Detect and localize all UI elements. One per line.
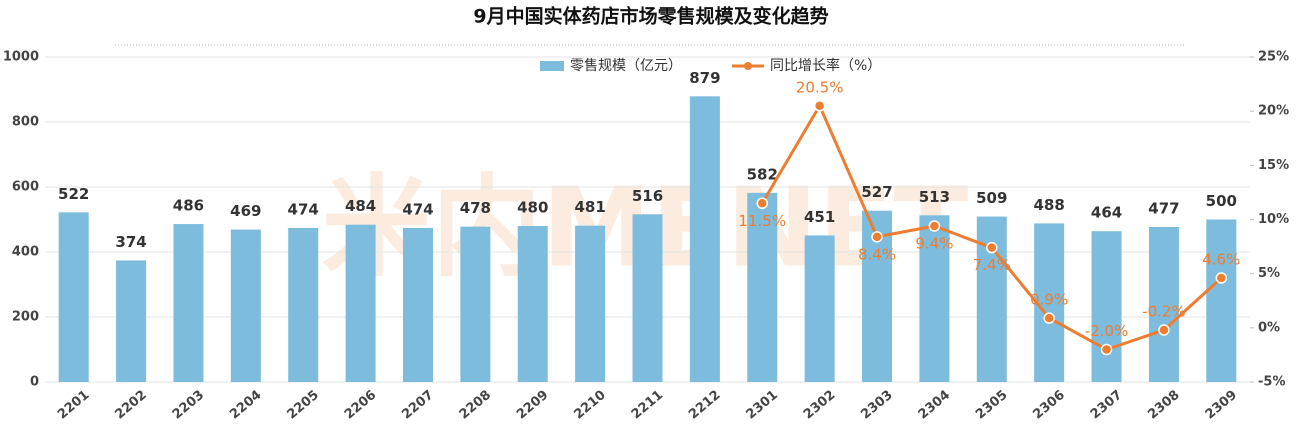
line-value-label: 9.4% (915, 235, 953, 253)
bar (1148, 226, 1179, 382)
bar (402, 227, 433, 382)
bar-value-label: 478 (460, 199, 491, 217)
y-tick-label: 0 (30, 375, 39, 390)
x-tick-label: 2201 (55, 388, 92, 423)
bar (976, 216, 1007, 382)
x-tick-label: 2303 (858, 388, 895, 423)
y2-tick-label: 5% (1258, 266, 1280, 281)
bar-value-label: 481 (574, 198, 605, 216)
x-tick-label: 2205 (285, 388, 322, 423)
bar (747, 192, 778, 382)
line-value-label: 20.5% (796, 78, 844, 96)
bar (1206, 219, 1237, 382)
line-point (986, 241, 998, 254)
x-tick-label: 2203 (170, 388, 207, 423)
bar (1091, 231, 1122, 382)
bar-value-label: 522 (58, 185, 89, 203)
x-tick-label: 2307 (1088, 388, 1125, 423)
bar-value-label: 451 (804, 208, 835, 226)
legend-label: 零售规模（亿元） (570, 58, 682, 74)
bar-value-label: 486 (173, 197, 204, 215)
bar-value-label: 513 (919, 188, 950, 206)
bar-value-label: 516 (632, 187, 663, 205)
bar (919, 215, 950, 382)
bar-value-label: 488 (1034, 196, 1065, 214)
y-tick-label: 1000 (3, 50, 39, 65)
line-value-label: 4.6% (1202, 251, 1240, 269)
bar (460, 226, 491, 382)
bar (116, 260, 147, 382)
legend-swatch-point (744, 62, 752, 70)
bar-value-label: 879 (689, 69, 720, 87)
x-tick-label: 2306 (1030, 388, 1067, 423)
bar-value-label: 527 (861, 183, 892, 201)
line-value-label: -0.2% (1142, 303, 1186, 321)
x-tick-label: 2202 (112, 388, 149, 423)
line-point (756, 197, 769, 209)
line-point (928, 220, 941, 232)
bar-value-label: 500 (1206, 192, 1237, 210)
x-tick-label: 2209 (514, 388, 551, 423)
y-tick-label: 400 (12, 245, 39, 260)
x-tick-label: 2210 (571, 388, 608, 423)
x-tick-label: 2207 (399, 388, 436, 423)
line-value-label: 7.4% (973, 256, 1011, 274)
line-point (1043, 312, 1055, 324)
x-tick-label: 2304 (916, 388, 953, 423)
y2-tick-label: 20% (1258, 104, 1289, 119)
y2-tick-label: -5% (1258, 375, 1285, 390)
bar-value-label: 509 (976, 189, 1007, 207)
x-tick-label: 2211 (629, 388, 666, 423)
bar-value-label: 480 (517, 199, 548, 217)
line-value-label: 11.5% (738, 212, 786, 230)
y-tick-label: 800 (12, 115, 39, 130)
bar (575, 225, 606, 382)
bar-value-label: 374 (115, 233, 146, 251)
bar (288, 227, 319, 382)
x-tick-label: 2301 (744, 388, 781, 423)
bar (58, 212, 89, 382)
x-tick-label: 2204 (227, 388, 264, 423)
bar (632, 214, 663, 382)
line-point (1100, 343, 1113, 356)
legend-swatch (540, 61, 564, 71)
bar (804, 235, 835, 382)
bar-value-label: 474 (402, 200, 433, 218)
y2-tick-label: 25% (1258, 50, 1289, 65)
bar-value-label: 464 (1091, 204, 1122, 222)
line-value-label: 0.9% (1030, 291, 1068, 309)
bar (173, 224, 204, 382)
line-point (1158, 324, 1170, 336)
x-tick-label: 2308 (1145, 388, 1182, 423)
bar (689, 96, 720, 382)
x-tick-label: 2302 (801, 388, 838, 423)
line-point (813, 100, 826, 112)
legend-label: 同比增长率（%） (770, 57, 881, 74)
y-tick-label: 200 (12, 310, 39, 325)
x-tick-label: 2206 (342, 388, 379, 423)
y2-tick-label: 10% (1258, 212, 1289, 227)
bar (230, 229, 261, 382)
bar (517, 226, 548, 382)
y2-tick-label: 0% (1258, 320, 1280, 335)
line-point (1215, 272, 1228, 284)
bar-value-label: 484 (345, 197, 376, 215)
bar-value-label: 582 (747, 165, 778, 183)
x-tick-label: 2305 (973, 388, 1010, 423)
y2-tick-label: 15% (1258, 158, 1289, 173)
y-tick-label: 600 (12, 180, 39, 195)
line-value-label: -2.0% (1085, 322, 1129, 340)
x-tick-label: 2212 (686, 388, 723, 423)
x-tick-label: 2309 (1203, 388, 1240, 423)
bar-value-label: 477 (1148, 199, 1179, 217)
bar (345, 224, 376, 382)
bar (1034, 223, 1065, 382)
chart-title: 9月中国实体药店市场零售规模及变化趋势 (473, 5, 828, 28)
bar-value-label: 469 (230, 202, 261, 220)
line-point (871, 231, 883, 243)
bar-value-label: 474 (288, 200, 319, 218)
line-value-label: 8.4% (858, 245, 896, 263)
x-tick-label: 2208 (457, 388, 494, 423)
